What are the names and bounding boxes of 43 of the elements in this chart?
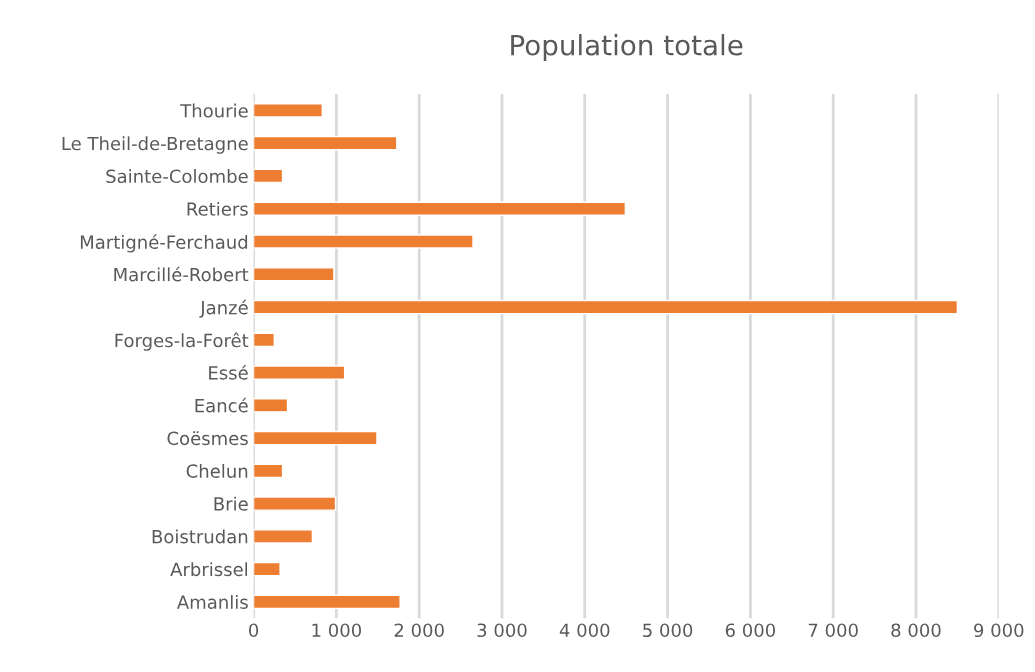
- y-tick-label: Thourie: [180, 103, 248, 118]
- x-tick-label: 1 000: [312, 623, 362, 638]
- x-tick-label: 6 000: [725, 623, 776, 638]
- bar: [253, 299, 959, 315]
- y-tick-label: Marcillé-Robert: [114, 266, 249, 282]
- y-tick-label: Le Theil-de-Bretagne: [62, 136, 248, 154]
- bar: [253, 135, 398, 151]
- x-tick-label: 0: [249, 623, 259, 638]
- bar: [253, 430, 378, 446]
- y-tick-label: Forges-la-Forêt: [115, 332, 249, 351]
- x-tick-label: 5 000: [643, 623, 693, 638]
- y-tick-label: Amanlis: [176, 595, 248, 609]
- y-tick-label: Sainte-Colombe: [106, 169, 248, 184]
- x-tick-label: 8 000: [891, 623, 941, 638]
- x-tick-label: 2 000: [394, 623, 444, 638]
- bar: [253, 496, 337, 511]
- y-tick-label: Eancé: [195, 397, 248, 413]
- bar: [253, 103, 323, 118]
- bar: [253, 201, 627, 216]
- x-tick-label: 7 000: [808, 623, 858, 638]
- bar: [253, 332, 275, 348]
- bar: [253, 168, 284, 184]
- bar: [253, 594, 401, 610]
- y-tick-label: Martigné-Ferchaud: [80, 234, 248, 253]
- y-tick-label: Retiers: [187, 201, 248, 216]
- chart-title: Population totale: [511, 34, 743, 61]
- bar: [253, 365, 346, 380]
- bar: [253, 463, 284, 479]
- y-tick-label: Essé: [209, 364, 248, 380]
- bar: [253, 234, 474, 249]
- bar: [253, 398, 289, 413]
- x-tick-label: 4 000: [559, 623, 610, 638]
- y-tick-label: Janzé: [199, 299, 248, 318]
- bar: [253, 529, 314, 544]
- y-tick-label: Arbrissel: [170, 562, 248, 577]
- y-tick-label: Boistrudan: [152, 529, 248, 544]
- y-tick-label: Brie: [214, 496, 248, 511]
- x-tick-label: 9 000: [974, 623, 1024, 638]
- x-tick-label: 3 000: [477, 623, 527, 638]
- y-tick-label: Chelun: [186, 463, 248, 478]
- bar: [253, 561, 281, 577]
- y-tick-label: Coësmes: [167, 431, 248, 446]
- bar: [253, 267, 335, 282]
